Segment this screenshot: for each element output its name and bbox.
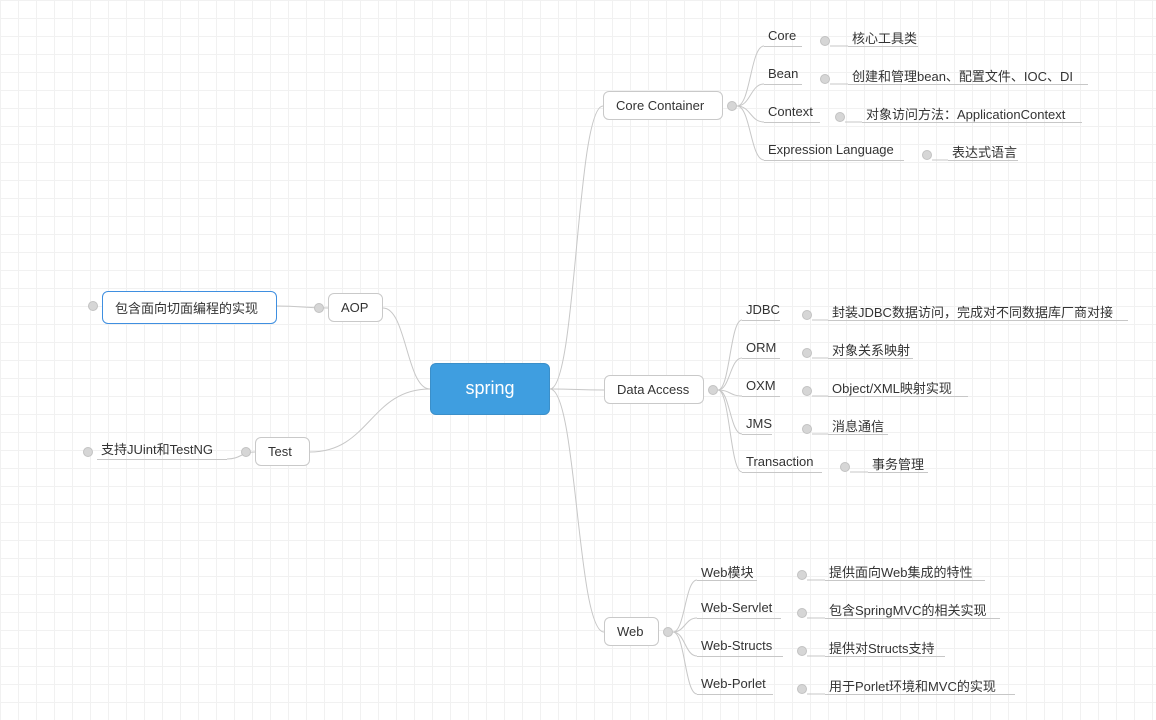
expand-dot[interactable] (241, 447, 251, 457)
node-underline (825, 580, 985, 581)
expand-dot[interactable] (797, 608, 807, 618)
node-underline (825, 656, 945, 657)
node-underline (697, 656, 783, 657)
expand-dot[interactable] (840, 462, 850, 472)
branch-data[interactable]: Data Access (604, 375, 704, 404)
node-underline (742, 358, 780, 359)
expand-dot[interactable] (802, 424, 812, 434)
node-underline (764, 122, 820, 123)
node-underline (828, 320, 1128, 321)
node-underline (742, 472, 822, 473)
leaf-core-el[interactable]: Expression Language (764, 140, 909, 161)
desc-core-bean[interactable]: 创建和管理bean、配置文件、IOC、DI (848, 64, 1098, 89)
node-underline (848, 46, 918, 47)
expand-dot[interactable] (727, 101, 737, 111)
leaf-web-sv[interactable]: Web-Servlet (697, 598, 785, 619)
branch-aop[interactable]: AOP (328, 293, 383, 322)
desc-web-st[interactable]: 提供对Structs支持 (825, 636, 955, 661)
node-underline (697, 694, 773, 695)
node-underline (828, 396, 968, 397)
expand-dot[interactable] (922, 150, 932, 160)
leaf-da-jms[interactable]: JMS (742, 414, 782, 435)
node-underline (697, 618, 781, 619)
desc-web-sv[interactable]: 包含SpringMVC的相关实现 (825, 598, 1005, 623)
node-underline (825, 618, 1000, 619)
branch-web[interactable]: Web (604, 617, 659, 646)
desc-da-orm[interactable]: 对象关系映射 (828, 338, 928, 363)
desc-da-jms[interactable]: 消息通信 (828, 414, 908, 439)
desc-da-jdbc[interactable]: 封装JDBC数据访问，完成对不同数据库厂商对接 (828, 300, 1138, 325)
leaf-core-ctx[interactable]: Context (764, 102, 822, 123)
desc-web-pl[interactable]: 用于Porlet环境和MVC的实现 (825, 674, 1025, 699)
desc-da-oxm[interactable]: Object/XML映射实现 (828, 376, 978, 401)
branch-core[interactable]: Core Container (603, 91, 723, 120)
desc-web-mod[interactable]: 提供面向Web集成的特性 (825, 560, 995, 585)
expand-dot[interactable] (802, 310, 812, 320)
node-underline (97, 459, 227, 460)
desc-core-core[interactable]: 核心工具类 (848, 26, 928, 51)
leaf-da-tx[interactable]: Transaction (742, 452, 827, 473)
expand-dot[interactable] (83, 447, 93, 457)
expand-dot[interactable] (663, 627, 673, 637)
leaf-web-pl[interactable]: Web-Porlet (697, 674, 777, 695)
expand-dot[interactable] (797, 570, 807, 580)
node-underline (848, 84, 1088, 85)
expand-dot[interactable] (802, 348, 812, 358)
node-underline (825, 694, 1015, 695)
root-node[interactable]: spring (430, 363, 550, 415)
expand-dot[interactable] (708, 385, 718, 395)
node-underline (742, 320, 780, 321)
node-underline (828, 358, 913, 359)
leaf-aop-desc[interactable]: 包含面向切面编程的实现 (102, 291, 277, 324)
expand-dot[interactable] (820, 74, 830, 84)
node-underline (764, 84, 802, 85)
leaf-da-jdbc[interactable]: JDBC (742, 300, 784, 321)
node-underline (948, 160, 1018, 161)
node-underline (862, 122, 1082, 123)
expand-dot[interactable] (314, 303, 324, 313)
expand-dot[interactable] (820, 36, 830, 46)
node-underline (764, 46, 802, 47)
leaf-da-oxm[interactable]: OXM (742, 376, 784, 397)
node-underline (742, 396, 780, 397)
branch-test[interactable]: Test (255, 437, 310, 466)
node-underline (697, 580, 757, 581)
leaf-core-bean[interactable]: Bean (764, 64, 804, 85)
leaf-web-st[interactable]: Web-Structs (697, 636, 787, 657)
leaf-core-core[interactable]: Core (764, 26, 804, 47)
node-underline (764, 160, 904, 161)
expand-dot[interactable] (802, 386, 812, 396)
desc-core-ctx[interactable]: 对象访问方法：ApplicationContext (862, 102, 1092, 127)
leaf-da-orm[interactable]: ORM (742, 338, 784, 359)
desc-core-el[interactable]: 表达式语言 (948, 140, 1028, 165)
expand-dot[interactable] (797, 646, 807, 656)
node-underline (868, 472, 928, 473)
node-underline (742, 434, 772, 435)
desc-da-tx[interactable]: 事务管理 (868, 452, 948, 477)
expand-dot[interactable] (835, 112, 845, 122)
expand-dot[interactable] (797, 684, 807, 694)
leaf-web-mod[interactable]: Web模块 (697, 560, 762, 585)
node-underline (828, 434, 888, 435)
expand-dot[interactable] (88, 301, 98, 311)
